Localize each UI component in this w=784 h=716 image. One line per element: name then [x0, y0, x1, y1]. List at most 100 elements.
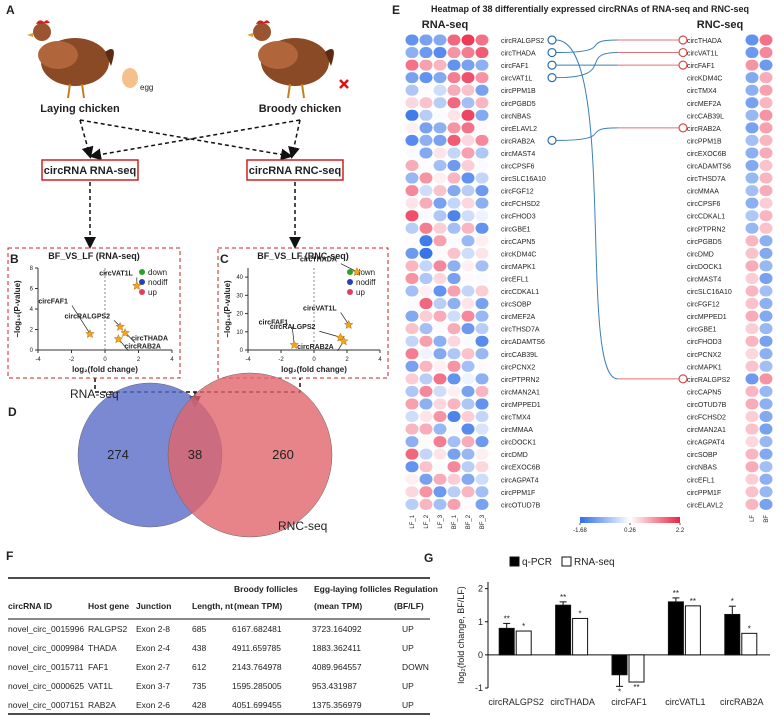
heat-cell	[745, 147, 759, 159]
column-label: LF_3	[438, 514, 444, 528]
legend-label: down	[148, 268, 167, 277]
panel-box	[7, 247, 181, 379]
row-label: circFAF1	[501, 63, 529, 70]
link-end	[547, 135, 557, 145]
table-cell: FAF1	[88, 662, 109, 672]
table-cell: 1375.356979	[312, 700, 362, 710]
table-cell: Exon 3-7	[136, 681, 170, 691]
row-label: circPCNX2	[687, 352, 721, 359]
row-label: circAGPAT4	[687, 440, 725, 447]
table-cell: Exon 2-4	[136, 643, 170, 653]
table-cell: 1883.362411	[312, 643, 361, 653]
heat-cell	[419, 473, 433, 485]
heat-cell	[745, 398, 759, 410]
bar	[555, 604, 572, 656]
heat-cell	[419, 185, 433, 197]
significance: *	[731, 597, 734, 606]
row-label: circDMD	[687, 251, 714, 258]
heat-cell	[475, 59, 489, 71]
row-label: circSLC16A10	[501, 176, 546, 183]
table-cell: 612	[192, 662, 206, 672]
column-label: LF	[750, 515, 756, 522]
x-tick-label: -2	[278, 357, 284, 363]
bar	[741, 632, 758, 656]
table-cell: novel_circ_0009984	[8, 643, 84, 653]
heat-cell	[759, 411, 773, 422]
legend-label: q-PCR	[522, 557, 552, 568]
rnc-box-label: circRNA RNC-seq	[249, 165, 342, 177]
heat-cell	[475, 423, 489, 435]
row-label: circNBAS	[687, 465, 717, 472]
heat-cell	[759, 172, 773, 184]
heat-cell	[461, 473, 475, 485]
broody-hen-icon	[247, 20, 349, 99]
heat-cell	[405, 411, 419, 422]
heat-cell	[433, 272, 447, 284]
x-axis-label: log₂(fold change)	[281, 365, 347, 374]
panel-letter: B	[10, 252, 19, 266]
heat-cell	[759, 272, 773, 284]
heat-cell	[461, 235, 475, 247]
heat-cell	[475, 436, 489, 448]
panel-letter: A	[6, 3, 15, 17]
row-label: circCDKAL1	[501, 289, 539, 296]
link-end	[547, 60, 557, 70]
row-label: circEXOC6B	[501, 465, 541, 472]
heat-cell	[405, 436, 419, 448]
leader-line	[71, 305, 91, 334]
heat-cell	[433, 222, 447, 234]
heat-cell	[461, 461, 475, 473]
x-tick-label: circRALGPS2	[488, 697, 544, 707]
heat-cell	[447, 84, 461, 96]
significance: **	[504, 614, 510, 623]
bar	[628, 654, 645, 683]
table-cell: UP	[402, 643, 414, 653]
heat-cell	[419, 323, 433, 335]
y-tick-label: 8	[30, 266, 34, 272]
y-tick-label: 10	[236, 330, 243, 336]
significance: *	[522, 622, 525, 631]
heat-cell	[419, 34, 433, 46]
heat-cell	[405, 97, 419, 109]
heat-cell	[475, 486, 489, 498]
heat-cell	[475, 385, 489, 397]
row-label: circMAPK1	[501, 264, 536, 271]
heat-cell	[419, 310, 433, 322]
x-tick-label: -2	[69, 357, 75, 363]
heat-cell	[405, 272, 419, 284]
heat-cell	[745, 97, 759, 109]
heat-cell	[433, 335, 447, 347]
heat-cell	[433, 247, 447, 259]
row-label: circRALGPS2	[687, 377, 730, 384]
heat-cell	[447, 298, 461, 310]
row-label: circKDM4C	[687, 76, 722, 83]
heat-cell	[447, 423, 461, 435]
venn-set	[167, 372, 333, 538]
point	[120, 328, 130, 337]
heat-cell	[447, 134, 461, 146]
heat-cell	[759, 47, 773, 59]
y-axis-label: −log₁₀(P-value)	[13, 280, 22, 338]
heat-cell	[461, 109, 475, 121]
table-cell: DOWN	[402, 662, 429, 672]
heat-cell	[461, 298, 475, 310]
heat-cell	[461, 134, 475, 146]
heat-cell	[745, 272, 759, 284]
table-cell: 735	[192, 681, 206, 691]
row-label: circTHSD7A	[501, 327, 540, 334]
table-cell: VAT1L	[88, 681, 113, 691]
table-header: (mean TPM)	[314, 601, 362, 611]
y-axis-label: −log₁₀(P-value)	[223, 280, 232, 338]
heat-cell	[419, 348, 433, 360]
y-tick-label: 2	[478, 584, 483, 594]
heat-cell	[759, 335, 773, 347]
heat-cell	[433, 398, 447, 410]
heat-cell	[419, 298, 433, 310]
heat-cell	[745, 385, 759, 397]
heat-cell	[475, 122, 489, 134]
heat-cell	[745, 247, 759, 259]
heat-cell	[405, 335, 419, 347]
set-label: RNA-seq	[70, 387, 119, 401]
